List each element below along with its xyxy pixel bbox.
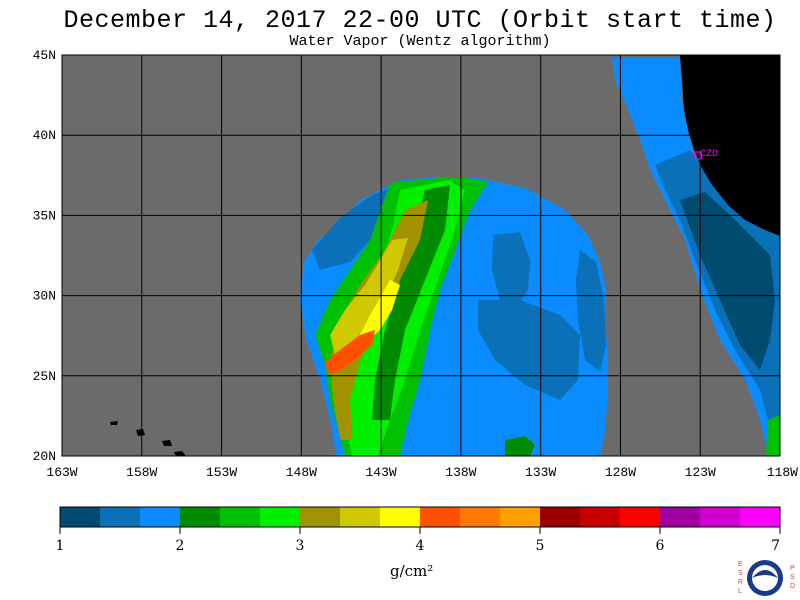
logo-letter-l: L: [738, 588, 742, 595]
swath-dark-upper: [312, 187, 395, 270]
colorbar-tick-label: 3: [296, 538, 305, 554]
latitude-tick-label: 25N: [33, 369, 56, 384]
longitude-labels: 163W 158W 153W 148W 143W 138W 133W 128W 123W 118W: [46, 465, 798, 480]
coastal-swath-deep: [680, 192, 775, 370]
longitude-tick-label: 153W: [206, 465, 237, 480]
logo-letter-s2: S: [790, 574, 795, 581]
logo-letter-e: E: [738, 561, 743, 568]
land-island-4: [174, 451, 186, 456]
noaa-emblem-text: NOAA: [758, 577, 773, 583]
latitude-tick-label: 30N: [33, 289, 56, 304]
land-island-2: [136, 429, 145, 436]
coastal-green-south: [766, 415, 780, 456]
logo-letter-d: D: [790, 583, 795, 590]
colorbar-swatch: [740, 507, 781, 527]
station-label: CZD: [700, 149, 718, 160]
latitude-tick-label: 20N: [33, 449, 56, 464]
colorbar-tick-label: 2: [176, 538, 185, 554]
colorbar-swatch: [460, 507, 501, 527]
colorbar-swatch: [620, 507, 661, 527]
colorbar-swatch: [580, 507, 621, 527]
green-patch-south: [505, 436, 535, 456]
colorbar-swatch: [300, 507, 341, 527]
longitude-tick-label: 148W: [286, 465, 317, 480]
colorbar-swatch: [540, 507, 581, 527]
colorbar-swatch: [660, 507, 701, 527]
land-north-america: [680, 55, 780, 236]
colorbar-swatch: [100, 507, 141, 527]
colorbar-swatch: [260, 507, 301, 527]
longitude-tick-label: 133W: [525, 465, 556, 480]
colorbar-ticks: 1 2 3 4 5 6 7: [56, 527, 781, 554]
logo-letter-p: P: [790, 565, 795, 572]
swath-dark-mid: [478, 300, 580, 400]
colorbar-swatch: [700, 507, 741, 527]
swath-dark-east2: [576, 250, 606, 372]
colorbar-swatch: [140, 507, 181, 527]
logo-letter-s: S: [738, 570, 743, 577]
longitude-tick-label: 123W: [685, 465, 716, 480]
map-title: December 14, 2017 22-00 UTC (Orbit start…: [63, 6, 777, 35]
longitude-tick-label: 158W: [126, 465, 157, 480]
colorbar-tick-label: 4: [416, 538, 425, 554]
colorbar-swatch: [380, 507, 421, 527]
land-island-3: [162, 440, 172, 446]
longitude-tick-label: 163W: [46, 465, 77, 480]
land-island-1: [110, 421, 118, 425]
noaa-logo: E S R L P S D NOAA: [738, 560, 795, 596]
colorbar-swatch: [180, 507, 221, 527]
colorbar-unit: g/cm²: [390, 562, 434, 580]
colorbar-swatch: [220, 507, 261, 527]
latitude-labels: 45N 40N 35N 30N 25N 20N: [33, 48, 56, 464]
moisture-band-darkgreen: [372, 185, 450, 420]
moisture-band-orange: [325, 330, 375, 375]
colorbar-tick-label: 1: [56, 538, 65, 554]
swath-dark-east: [492, 232, 530, 305]
longitude-tick-label: 128W: [605, 465, 636, 480]
colorbar-swatch: [60, 507, 101, 527]
map-grid: [62, 55, 780, 456]
longitude-tick-label: 118W: [767, 465, 798, 480]
latitude-tick-label: 35N: [33, 208, 56, 223]
colorbar-swatch: [420, 507, 461, 527]
map-subtitle: Water Vapor (Wentz algorithm): [289, 33, 551, 50]
colorbar-tick-label: 5: [536, 538, 545, 554]
longitude-tick-label: 143W: [366, 465, 397, 480]
colorbar-tick-label: 7: [771, 538, 780, 554]
latitude-tick-label: 40N: [33, 128, 56, 143]
latitude-tick-label: 45N: [33, 48, 56, 63]
colorbar-swatch: [340, 507, 381, 527]
colorbar-swatches: [60, 507, 781, 527]
colorbar-swatch: [500, 507, 541, 527]
logo-letter-r: R: [738, 579, 743, 586]
colorbar-tick-label: 6: [656, 538, 665, 554]
map-frame: [61, 54, 781, 457]
moisture-band-yellow: [360, 280, 400, 340]
longitude-tick-label: 138W: [445, 465, 476, 480]
moisture-band-yellowgreen: [330, 238, 408, 355]
coastal-swath-dark: [655, 150, 780, 456]
station-czd: CZD: [693, 149, 718, 161]
